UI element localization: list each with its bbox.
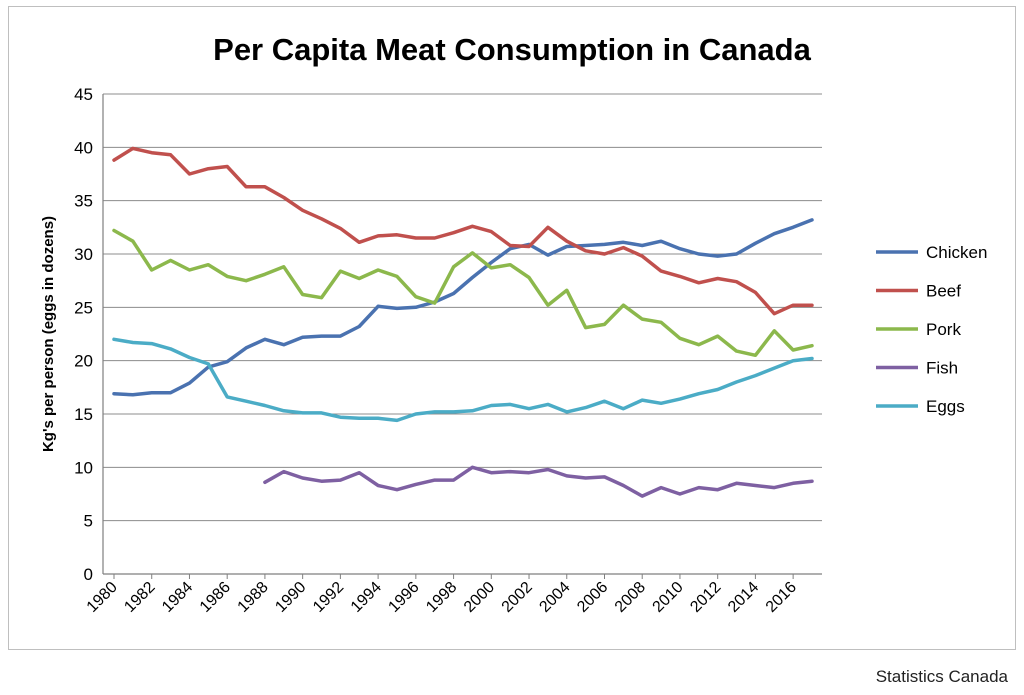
x-tick-label-1996: 1996 xyxy=(385,579,422,616)
x-tick-label-2010: 2010 xyxy=(650,579,687,616)
gridlines xyxy=(103,93,822,522)
y-tick-label-45: 45 xyxy=(74,85,93,104)
x-tick-label-2002: 2002 xyxy=(499,579,536,616)
series-line-eggs xyxy=(112,337,814,423)
y-tick-label-5: 5 xyxy=(84,512,93,531)
y-tick-labels: 0 5 10 15 20 25 30 35 40 45 xyxy=(74,85,93,584)
series-lines xyxy=(112,146,814,498)
x-tick-label-1986: 1986 xyxy=(197,579,234,616)
series-line-chicken xyxy=(112,218,814,397)
source-credit: Statistics Canada xyxy=(875,667,1008,686)
axes xyxy=(102,94,822,579)
series-line-fish xyxy=(263,465,814,498)
x-tick-label-1992: 1992 xyxy=(310,579,347,616)
series-line-beef xyxy=(112,146,814,316)
y-tick-label-35: 35 xyxy=(74,192,93,211)
x-tick-label-2004: 2004 xyxy=(536,579,573,616)
x-tick-label-1990: 1990 xyxy=(272,579,309,616)
x-tick-label-1984: 1984 xyxy=(159,579,196,616)
chart-frame xyxy=(8,6,1016,650)
legend-label-eggs: Eggs xyxy=(926,397,965,416)
x-tick-label-2014: 2014 xyxy=(725,579,762,616)
x-tick-label-2016: 2016 xyxy=(763,579,800,616)
y-axis-label: Kg's per person (eggs in dozens) xyxy=(40,216,57,452)
x-tick-label-1998: 1998 xyxy=(423,579,460,616)
x-tick-label-2008: 2008 xyxy=(612,579,649,616)
x-tick-label-2006: 2006 xyxy=(574,579,611,616)
y-tick-label-15: 15 xyxy=(74,405,93,424)
legend-label-chicken: Chicken xyxy=(926,243,987,262)
legend-label-pork: Pork xyxy=(926,320,961,339)
x-tick-label-2012: 2012 xyxy=(687,579,724,616)
series-line-pork xyxy=(112,228,814,358)
legend-label-beef: Beef xyxy=(926,282,961,301)
y-tick-label-25: 25 xyxy=(74,298,93,317)
x-tick-labels: 1980 1982 1984 1986 1988 1990 1992 1994 1996 1998… xyxy=(84,579,800,616)
x-tick-label-1994: 1994 xyxy=(348,579,385,616)
x-tick-label-1988: 1988 xyxy=(235,579,272,616)
legend-label-fish: Fish xyxy=(926,359,958,378)
y-tick-label-0: 0 xyxy=(84,565,93,584)
x-tick-label-1980: 1980 xyxy=(84,579,121,616)
x-tick-label-2000: 2000 xyxy=(461,579,498,616)
y-tick-label-10: 10 xyxy=(74,458,93,477)
y-tick-label-30: 30 xyxy=(74,245,93,264)
x-tick-label-1982: 1982 xyxy=(121,579,158,616)
y-tick-label-20: 20 xyxy=(74,352,93,371)
y-tick-label-40: 40 xyxy=(74,138,93,157)
chart-title: Per Capita Meat Consumption in Canada xyxy=(213,32,811,67)
legend: Chicken Beef Pork Fish Eggs xyxy=(876,243,987,416)
